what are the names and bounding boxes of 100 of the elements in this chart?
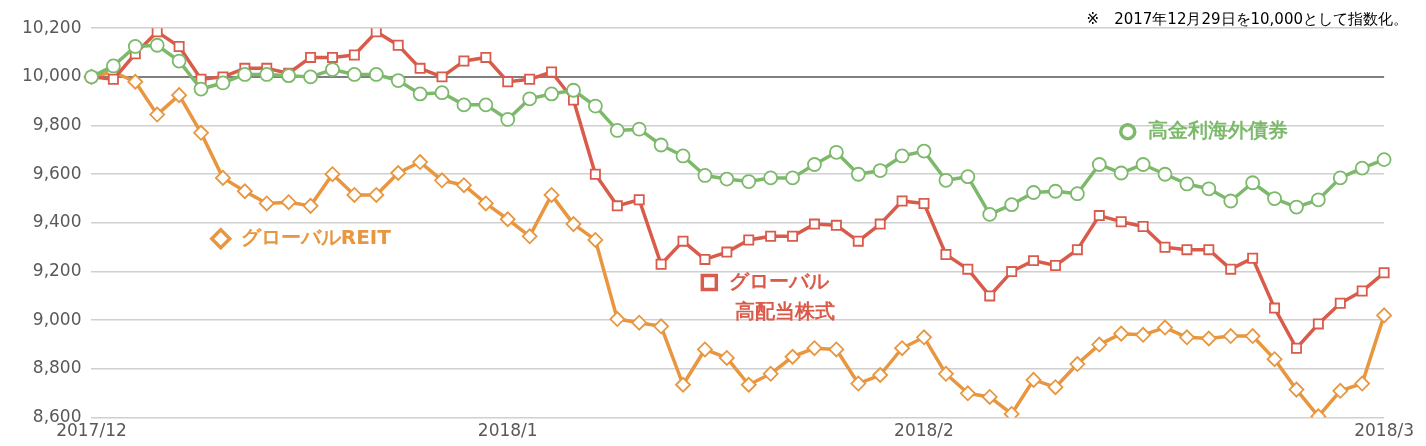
point (784, 348, 801, 365)
point (1069, 356, 1086, 372)
point (456, 177, 472, 194)
point (1312, 318, 1324, 330)
point (808, 218, 820, 230)
point (499, 211, 516, 228)
point (828, 341, 845, 358)
point (480, 51, 492, 63)
point (916, 329, 932, 346)
y-tick-label: 9,200 (32, 260, 82, 280)
point (677, 235, 689, 247)
point (631, 314, 648, 331)
point (302, 197, 319, 214)
point (962, 263, 974, 275)
point (412, 154, 429, 170)
point (1113, 165, 1129, 181)
legend-label: グローバルREIT (240, 224, 392, 249)
point (1244, 328, 1261, 344)
point (718, 350, 735, 366)
point (305, 51, 317, 63)
point (173, 40, 185, 52)
point (1025, 371, 1042, 388)
point (303, 69, 318, 85)
point (1289, 199, 1304, 215)
point (151, 28, 163, 38)
point (587, 232, 604, 248)
point (1267, 191, 1282, 206)
point (609, 311, 626, 327)
point (1310, 192, 1326, 208)
point (546, 66, 558, 78)
x-tick-label: 2018/3 (1354, 420, 1414, 441)
point (281, 68, 297, 84)
point (699, 253, 711, 265)
point (215, 75, 231, 91)
point (894, 148, 910, 164)
point (896, 195, 908, 207)
point (390, 73, 406, 88)
point (1091, 157, 1107, 172)
text: ※ 2017年12月29日を10,000として指数化。 (1086, 9, 1408, 28)
point (456, 97, 472, 113)
point (565, 216, 582, 233)
point (1091, 336, 1108, 353)
point (655, 258, 667, 270)
point (719, 171, 735, 187)
point (1200, 330, 1217, 347)
point (981, 389, 998, 405)
point (1137, 221, 1149, 233)
point (522, 91, 538, 107)
point (414, 62, 426, 74)
point (524, 73, 536, 85)
point (412, 86, 428, 102)
x-tick-label: 2018/2 (894, 420, 954, 441)
point (368, 67, 384, 82)
point (872, 163, 888, 178)
point (1290, 342, 1302, 354)
point (675, 148, 691, 164)
point (631, 121, 647, 137)
point (434, 85, 450, 101)
point (852, 235, 864, 247)
point (916, 143, 932, 159)
point (1223, 193, 1239, 209)
point (1266, 351, 1283, 368)
point (940, 249, 952, 261)
point (1334, 297, 1346, 309)
point (830, 219, 842, 231)
x-tick-label: 2018/1 (477, 420, 538, 441)
point (1269, 302, 1281, 314)
point (458, 55, 470, 67)
point (984, 290, 996, 302)
point (589, 168, 601, 180)
point (807, 157, 822, 172)
point (960, 169, 976, 185)
point (850, 375, 867, 392)
point (763, 170, 779, 186)
point (721, 246, 733, 258)
point (1093, 210, 1105, 222)
point (1004, 197, 1020, 213)
point (587, 98, 603, 114)
point (1288, 381, 1305, 398)
point (1179, 176, 1195, 192)
point (1354, 160, 1370, 176)
y-tick-label: 9,000 (32, 308, 82, 329)
point (1201, 181, 1217, 197)
point (107, 73, 119, 85)
point (193, 81, 209, 97)
point (324, 166, 341, 183)
point (1203, 244, 1215, 256)
point (171, 53, 187, 69)
point (1247, 252, 1259, 264)
legend-label: 高金利海外債券 (1147, 117, 1288, 142)
point (762, 365, 779, 382)
point (105, 58, 121, 74)
point (566, 82, 581, 98)
point (326, 51, 338, 63)
point (346, 67, 362, 82)
point (850, 166, 866, 182)
point (1181, 244, 1193, 256)
y-tick-label: 10,000 (22, 65, 82, 86)
point (258, 195, 275, 212)
legend-label: グローバル高配当株式 (729, 268, 836, 323)
